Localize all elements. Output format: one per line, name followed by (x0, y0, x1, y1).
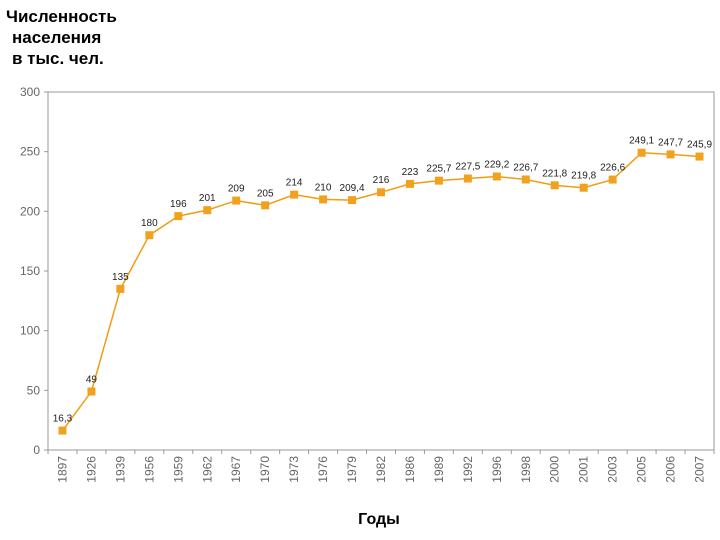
data-label: 180 (141, 218, 158, 229)
data-point (666, 150, 675, 159)
plot-area-frame (47, 91, 715, 451)
data-label: 223 (402, 167, 419, 178)
data-label: 196 (170, 199, 187, 210)
data-label: 249,1 (629, 136, 654, 147)
data-labels: 16,3 49 135 180 196 201 209 205 214 210 209,4 216 22… (53, 136, 713, 425)
x-tick-label: 1897 (55, 456, 69, 483)
data-point (145, 231, 154, 240)
data-label: 247,7 (658, 137, 683, 148)
data-label: 209 (228, 184, 245, 195)
data-label: 209,4 (340, 183, 365, 194)
y-axis-title-line-2: населения (12, 28, 102, 47)
data-point (434, 176, 443, 185)
data-markers (58, 148, 704, 435)
y-tick-label: 200 (20, 204, 40, 218)
x-tick-label: 1967 (229, 456, 243, 483)
x-tick-label: 1986 (403, 456, 417, 483)
data-label: 201 (199, 193, 216, 204)
data-point (637, 148, 646, 157)
x-tick-label: 2003 (606, 456, 620, 483)
data-label: 205 (257, 188, 274, 199)
data-point (348, 196, 357, 205)
data-label: 227,5 (455, 162, 480, 173)
y-axis-title-line-1: Численность (6, 7, 117, 26)
y-tick-label: 300 (20, 85, 40, 99)
data-point (319, 195, 328, 204)
data-point (116, 284, 125, 293)
x-tick-label: 2005 (635, 456, 649, 483)
x-tick-label: 1926 (84, 456, 98, 483)
data-label: 216 (373, 175, 390, 186)
data-point (579, 183, 588, 192)
x-tick-label: 1996 (490, 456, 504, 483)
y-axis-title-line-3: в тыс. чел. (12, 49, 104, 68)
data-point (492, 172, 501, 181)
x-tick-labels: 1897 1926 1939 1956 1959 1962 1967 1970 1973 1976… (55, 456, 706, 483)
x-tick-label: 1998 (519, 456, 533, 483)
data-point (463, 174, 472, 183)
data-label: 219,8 (571, 171, 596, 182)
data-label: 221,8 (542, 168, 567, 179)
data-point (261, 201, 270, 210)
y-tick-label: 150 (20, 264, 40, 278)
data-point (87, 387, 96, 396)
data-label: 226,6 (600, 163, 625, 174)
data-label: 226,7 (513, 162, 538, 173)
data-point (405, 179, 414, 188)
data-point (232, 196, 241, 205)
data-point (608, 175, 617, 184)
data-label: 225,7 (426, 164, 451, 175)
x-tick-label: 1939 (113, 456, 127, 483)
x-tick-label: 1973 (287, 456, 301, 483)
x-axis-title: Годы (358, 511, 400, 528)
x-tick-label: 2000 (548, 456, 562, 483)
x-tick-label: 1979 (345, 456, 359, 483)
data-point (174, 212, 183, 221)
data-point (521, 175, 530, 184)
x-tick-label: 1989 (432, 456, 446, 483)
x-tick-label: 1982 (374, 456, 388, 483)
y-tick-label: 50 (27, 383, 41, 397)
data-label: 210 (315, 182, 332, 193)
data-point (550, 181, 559, 190)
axes (44, 91, 715, 454)
data-point (377, 188, 385, 197)
x-tick-label: 1956 (142, 456, 156, 483)
data-point (58, 426, 67, 435)
x-tick-label: 1970 (258, 456, 272, 483)
x-tick-label: 1962 (200, 456, 214, 483)
data-label: 229,2 (484, 159, 509, 170)
x-tick-label: 2006 (664, 456, 678, 483)
x-tick-label: 2001 (577, 456, 591, 483)
x-tick-label: 1976 (316, 456, 330, 483)
data-point (203, 206, 212, 215)
y-tick-label: 100 (20, 324, 40, 338)
x-tick-label: 1992 (461, 456, 475, 483)
x-tick-label: 2007 (693, 456, 707, 483)
y-tick-label: 0 (33, 443, 40, 457)
data-label: 135 (112, 272, 129, 283)
y-tick-label: 250 (20, 145, 40, 159)
data-label: 16,3 (53, 414, 73, 425)
data-point (290, 190, 299, 199)
y-tick-labels: 0 50 100 150 200 250 300 (20, 85, 40, 457)
data-label: 49 (86, 375, 98, 386)
data-point (695, 152, 704, 161)
data-label: 245,9 (687, 140, 712, 151)
y-axis-title: Численность населения в тыс. чел. (6, 6, 176, 69)
x-tick-label: 1959 (171, 456, 185, 483)
data-label: 214 (286, 178, 303, 189)
